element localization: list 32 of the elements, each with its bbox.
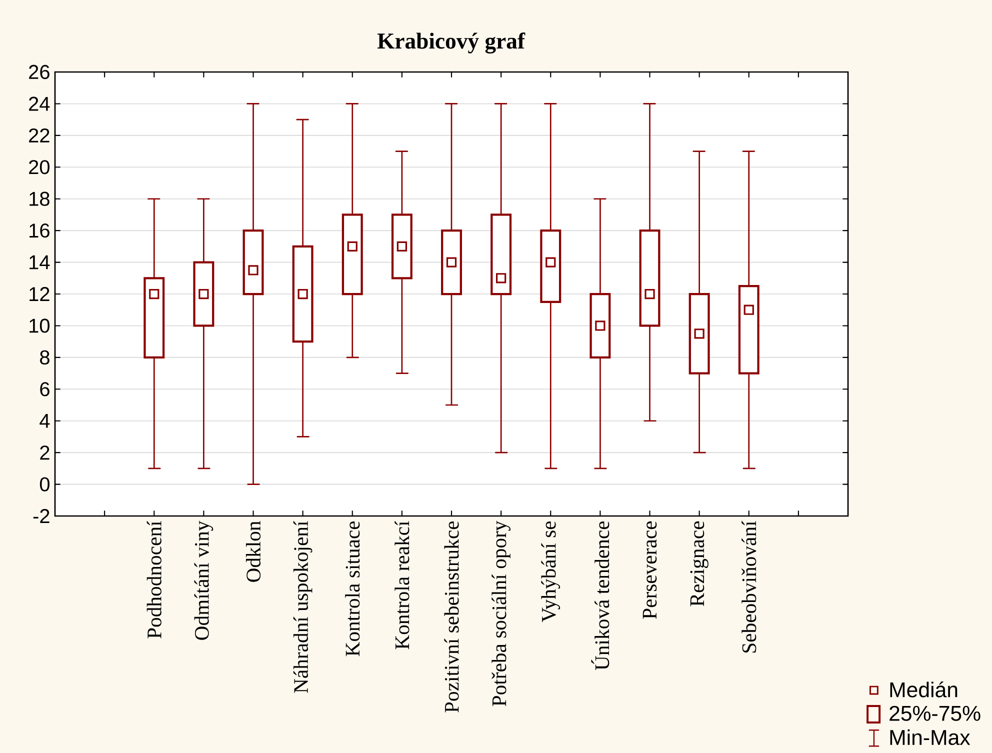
y-tick-label: 2 [40, 446, 50, 460]
x-tick-label: Potřeba sociální opory [492, 520, 510, 706]
x-tick-label: Rezignace [690, 521, 708, 606]
y-tick-label: 14 [30, 255, 50, 270]
y-tick-label: 22 [29, 128, 50, 142]
x-tick-label: Kontrola situace [345, 521, 360, 656]
y-tick-label: 8 [40, 350, 50, 365]
y-tick-label: -2 [33, 509, 50, 523]
y-tick-label: 12 [30, 287, 50, 301]
x-tick-label: Náhradní uspokojení [293, 520, 312, 693]
x-tick-label: Podhodnocení [146, 520, 162, 638]
text: Min-Max [890, 729, 970, 746]
y-tick-label: 0 [40, 477, 50, 492]
y-tick-label: 6 [40, 382, 50, 396]
x-tick-label: Perseverace [642, 521, 657, 619]
y-tick-label: 10 [30, 318, 50, 333]
x-tick-label: Vyhýbání se [541, 521, 560, 622]
x-tick-label: Úniková tendence [591, 521, 610, 670]
x-tick-label: Sebeobviňování [742, 520, 756, 653]
y-tick-label: 26 [29, 64, 50, 80]
text: 25%-75% [890, 706, 980, 721]
x-tick-label: Pozitivní sebeinstrukce [444, 521, 459, 712]
y-tick-label: 24 [29, 96, 50, 111]
y-tick-label: 16 [30, 223, 50, 238]
y-tick-label: 18 [30, 192, 50, 206]
y-tick-label: 4 [40, 414, 50, 428]
x-tick-label: Kontrola reakcí [394, 520, 410, 650]
y-tick-label: 20 [29, 160, 50, 174]
x-tick-label: Odmítání viny [194, 520, 214, 640]
chart-title: Krabicový graf [377, 32, 526, 54]
text: Medián [890, 681, 958, 698]
x-tick-label: Odklon [246, 521, 261, 582]
